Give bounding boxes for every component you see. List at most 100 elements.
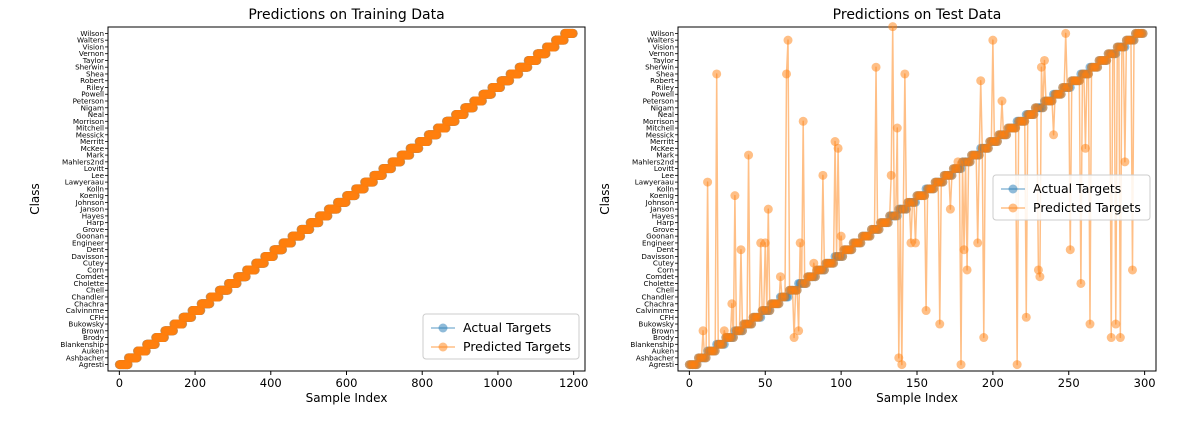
x-tick-label: 1200 — [559, 376, 588, 390]
y-tick-label: Chachra — [644, 299, 674, 308]
x-tick-label: 200 — [982, 376, 1004, 390]
predicted-targets-series-point — [809, 258, 819, 268]
predicted-targets-series-point — [1049, 130, 1059, 140]
y-tick-label: Merritt — [80, 137, 104, 146]
train-x-ticks: 0 200 400 600 800 1000 1200 — [116, 371, 588, 390]
test-chart-title: Predictions on Test Data — [833, 7, 1002, 23]
y-tick-label: Powell — [651, 90, 674, 99]
x-tick-label: 250 — [1058, 376, 1080, 390]
test-legend-predicted-marker — [1008, 203, 1018, 213]
predicted-targets-series-point — [341, 197, 351, 207]
test-series — [684, 22, 1148, 370]
predicted-targets-series-point — [523, 62, 533, 72]
y-tick-label: Janson — [79, 205, 104, 214]
y-tick-label: Wilson — [650, 29, 674, 38]
y-tick-label: Taylor — [82, 56, 104, 65]
predicted-targets-series-point — [992, 137, 1002, 147]
predicted-targets-series-point — [205, 299, 215, 309]
y-tick-label: Chell — [86, 286, 104, 295]
train-legend-predicted-marker — [438, 342, 448, 352]
test-legend: Actual Targets Predicted Targets — [992, 174, 1151, 221]
predicted-targets-series-point — [956, 360, 966, 370]
predicted-targets-series-point — [377, 170, 387, 180]
y-tick-label: Agresti — [79, 360, 104, 369]
predicted-targets-series-point — [477, 96, 487, 106]
predicted-targets-series-point — [892, 123, 902, 133]
predicted-targets-series-point — [1064, 82, 1074, 92]
predicted-targets-series-point — [1118, 42, 1128, 52]
predicted-targets-series-point — [1039, 55, 1049, 65]
predicted-targets-series-point — [1056, 89, 1066, 99]
y-tick-label: Davisson — [641, 252, 674, 261]
predicted-targets-series-point — [178, 319, 188, 329]
test-legend-actual-marker — [1008, 184, 1018, 194]
y-tick-label: Messick — [76, 130, 105, 139]
predicted-targets-series-point — [486, 89, 496, 99]
x-tick-label: 0 — [686, 376, 693, 390]
predicted-targets-series-point — [938, 177, 948, 187]
train-series — [114, 28, 578, 370]
predicted-targets-series-point — [783, 35, 793, 45]
predicted-targets-series-point — [856, 238, 866, 248]
predicted-targets-series-point — [250, 265, 260, 275]
x-tick-label: 300 — [1134, 376, 1156, 390]
predicted-targets-series-point — [727, 299, 737, 309]
predicted-targets-series-point — [459, 110, 469, 120]
y-tick-label: Mark — [86, 151, 105, 160]
predicted-targets-series-point — [818, 170, 828, 180]
test-y-ticks: AgrestiAshbacherAukenBlankenshipBrodyBro… — [630, 29, 678, 369]
predicted-targets-series-point — [387, 164, 397, 174]
predicted-targets-series-point — [168, 326, 178, 336]
predicted-targets-series-point — [1012, 360, 1022, 370]
test-legend-predicted-label: Predicted Targets — [1033, 200, 1141, 215]
predicted-targets-series-point — [332, 204, 342, 214]
y-tick-label: McKee — [81, 144, 105, 153]
predicted-targets-series-point — [719, 326, 729, 336]
predicted-targets-series-point — [223, 285, 233, 295]
predicted-targets-series-point — [1120, 157, 1130, 167]
test-chart: Predictions on Test Data Sample Index Cl… — [598, 7, 1157, 405]
y-tick-label: CFH — [89, 313, 104, 322]
predicted-targets-series-point — [921, 306, 931, 316]
y-tick-label: Kolln — [657, 184, 674, 193]
predicted-targets-series-point — [728, 333, 738, 343]
predicted-targets-series-point — [532, 55, 542, 65]
y-tick-label: Taylor — [652, 56, 674, 65]
predicted-targets-series-point — [900, 69, 910, 79]
train-legend: Actual Targets Predicted Targets — [422, 313, 580, 360]
train-y-axis-label: Class — [28, 183, 42, 215]
y-tick-label: Robert — [80, 76, 104, 85]
y-tick-label: Dent — [657, 245, 675, 254]
y-tick-label: Hayes — [652, 211, 674, 220]
test-y-axis-label: Class — [598, 183, 612, 215]
y-tick-label: Brody — [653, 333, 675, 342]
predicted-targets-series-point — [737, 326, 747, 336]
predicted-targets-series-point — [920, 191, 930, 201]
x-tick-label: 200 — [184, 376, 206, 390]
x-tick-label: 50 — [758, 376, 773, 390]
y-tick-label: Mahlers2nd — [62, 157, 104, 166]
y-tick-label: Goonan — [76, 232, 104, 241]
predicted-targets-series-point — [883, 218, 893, 228]
predicted-targets-series-point — [323, 211, 333, 221]
predicted-targets-series-point — [775, 272, 785, 282]
predicted-targets-series-point — [1085, 319, 1095, 329]
predicted-targets-series-point — [396, 157, 406, 167]
y-tick-label: Grove — [653, 225, 675, 234]
predicted-targets-series-point — [765, 306, 775, 316]
predicted-targets-series-point — [703, 177, 713, 187]
y-tick-label: Chachra — [74, 299, 104, 308]
predicted-targets-series-point — [976, 76, 986, 86]
predicted-targets-series-point — [541, 49, 551, 59]
predicted-targets-series-point — [974, 150, 984, 160]
y-tick-label: Johnson — [75, 198, 104, 207]
predicted-targets-series-point — [1035, 272, 1045, 282]
y-tick-label: Vision — [653, 42, 674, 51]
y-tick-label: Cholette — [644, 279, 675, 288]
predicted-targets-series-point — [305, 224, 315, 234]
predicted-targets-series-point — [432, 130, 442, 140]
y-tick-label: Brown — [81, 326, 104, 335]
predicted-targets-series-point — [1029, 110, 1039, 120]
y-tick-label: Auken — [82, 347, 104, 356]
predicted-targets-series-point — [1111, 319, 1121, 329]
